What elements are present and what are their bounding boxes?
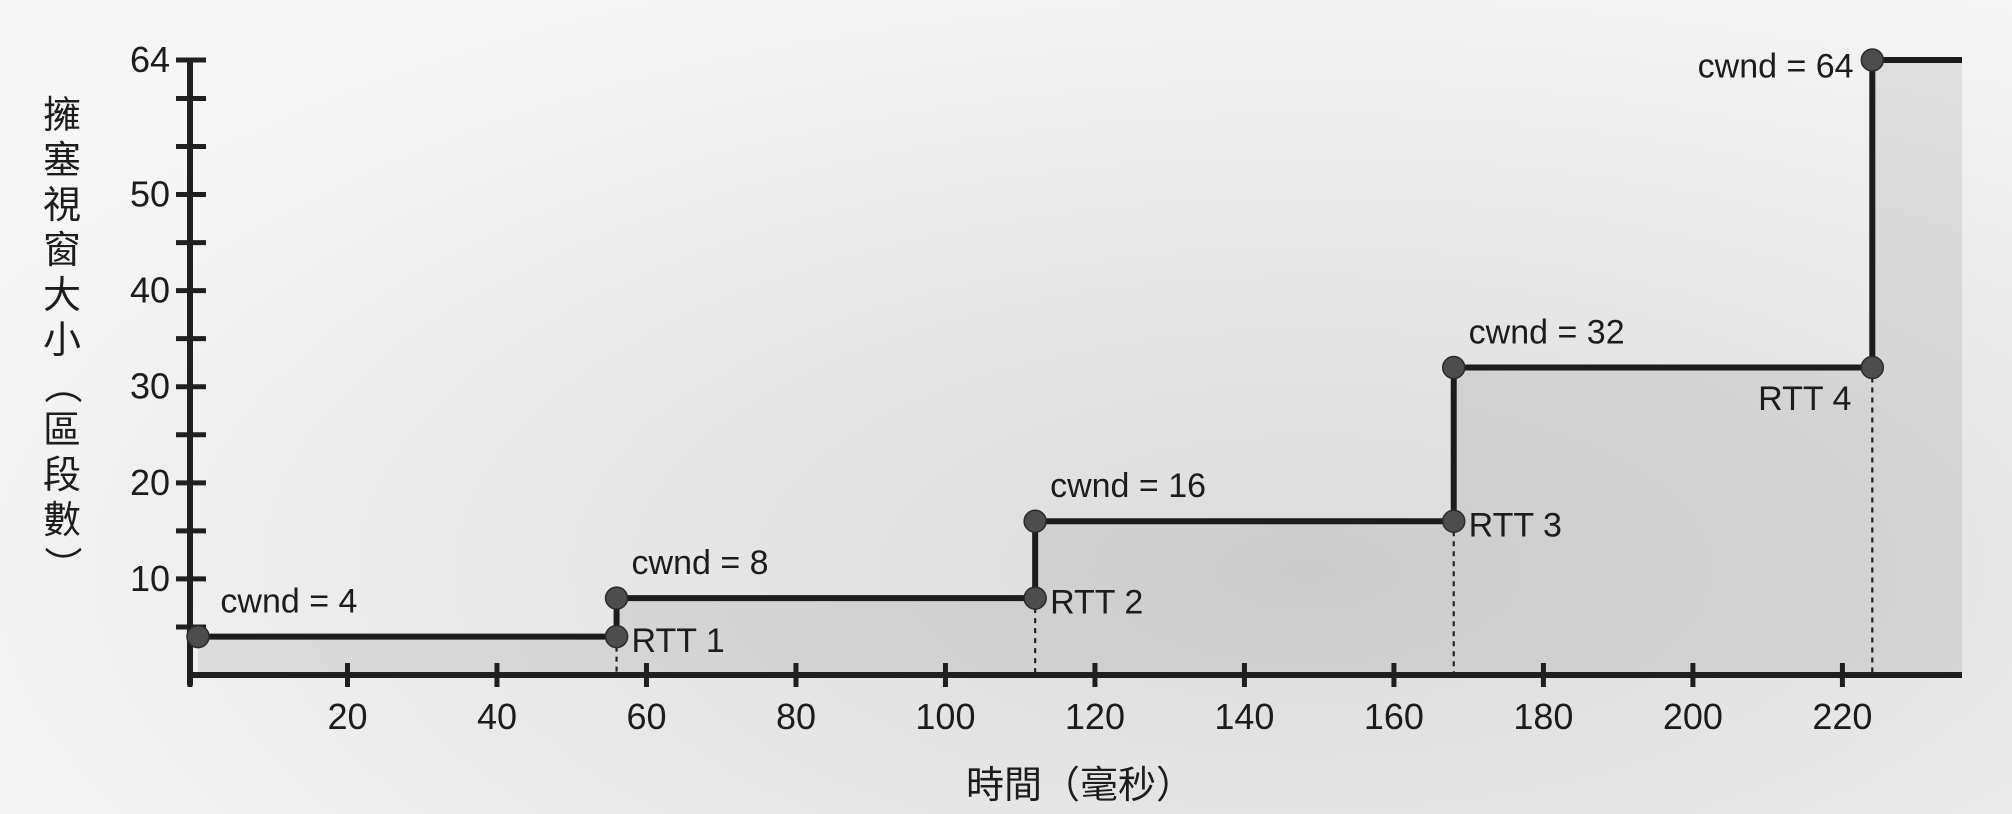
annotation-label: cwnd = 4 [220,583,357,621]
annotation-label: cwnd = 32 [1469,313,1625,351]
data-point [186,624,210,649]
series-line [198,57,1962,640]
area-fill-layer [198,60,1962,675]
y-axis-title-char: 段 [43,453,81,497]
x-tick-label: 60 [626,696,666,737]
data-point [1441,355,1466,380]
y-tick-label: 10 [130,558,170,599]
annotation-label: RTT 2 [1050,584,1143,622]
y-axis-title-char: 大 [43,273,81,317]
data-point [604,624,629,649]
x-tick-label: 200 [1663,696,1723,737]
x-tick-label: 80 [776,696,816,737]
y-axis-title-char: 窗 [43,228,81,272]
data-point [1860,355,1885,380]
y-axis-title-char: （ [40,366,84,404]
data-point [1860,48,1885,72]
y-axis-title-char: 區 [43,408,81,452]
x-tick-label: 100 [915,696,975,737]
data-point [604,586,629,610]
y-tick-label: 50 [130,174,170,215]
annotation-label: cwnd = 64 [1698,47,1854,85]
x-tick-label: 160 [1364,696,1424,737]
x-tick-label: 20 [327,696,367,737]
y-axis-title-char: 小 [43,318,81,362]
y-axis-title-char: ） [40,546,84,584]
x-tick-label: 140 [1214,696,1274,737]
annotation-label: cwnd = 8 [632,544,769,582]
x-tick-label: 180 [1513,696,1573,737]
series-line-layer [198,57,1962,640]
y-tick-label: 40 [130,270,170,311]
rtt-dropline-layer [615,367,1874,675]
x-tick-label: 40 [477,696,517,737]
markers-layer [186,48,1885,649]
y-axis-title-char: 擁 [43,93,81,137]
y-tick-label: 20 [130,462,170,503]
annotation-label: RTT 1 [632,622,725,660]
x-tick-label: 220 [1812,696,1872,737]
data-point [1441,509,1466,533]
y-axis-title-char: 視 [43,183,81,227]
annotations-layer: cwnd = 4 cwnd = 8 cwnd = 16 cwnd = 32 cwnd =… [220,47,1853,660]
ticks-layer: 20 40 60 80 100 120 140 160 180 200 220 10 20 30 40 50 6… [130,39,1872,737]
y-axis-title-char: 數 [43,498,81,542]
y-tick-label: 30 [130,366,170,407]
y-axis-title-char: 塞 [43,138,81,182]
x-tick-label: 120 [1065,696,1125,737]
data-point [1023,586,1047,610]
annotation-label: RTT 4 [1758,380,1851,418]
annotation-label: cwnd = 16 [1050,467,1206,505]
x-axis-title: 時間（毫秒） [966,763,1194,807]
annotation-label: RTT 3 [1469,507,1562,545]
area-fill [198,60,1962,675]
data-point [1023,509,1047,533]
y-tick-label: 64 [130,39,170,80]
